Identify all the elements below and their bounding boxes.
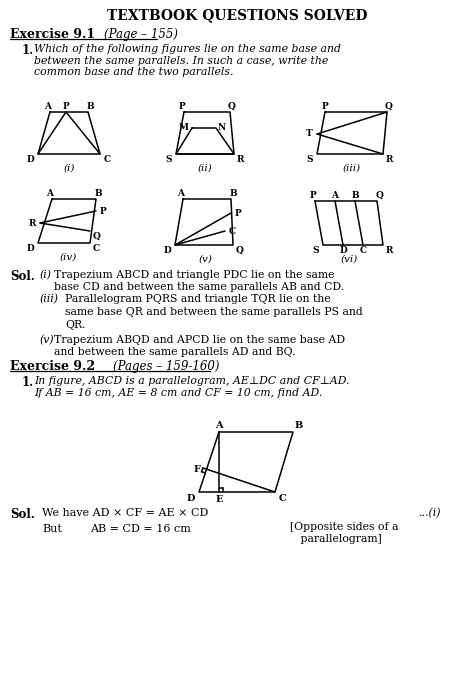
Text: We have AD × CF = AE × CD: We have AD × CF = AE × CD <box>42 508 209 518</box>
Text: F: F <box>193 464 201 474</box>
Text: 1.: 1. <box>22 376 34 389</box>
Text: P: P <box>63 102 69 111</box>
Text: Q: Q <box>236 246 244 255</box>
Text: (Page – 155): (Page – 155) <box>104 28 178 41</box>
Text: (iii): (iii) <box>40 294 59 304</box>
Text: C: C <box>229 228 236 237</box>
Text: B: B <box>351 191 359 200</box>
Text: P: P <box>322 102 328 111</box>
Text: (v): (v) <box>40 335 55 345</box>
Text: R: R <box>386 246 393 255</box>
Text: S: S <box>312 246 319 255</box>
Text: 1.: 1. <box>22 44 34 57</box>
Text: N: N <box>218 124 226 133</box>
Text: Sol.: Sol. <box>10 270 35 283</box>
Text: T: T <box>306 129 313 138</box>
Text: C: C <box>104 155 111 164</box>
Text: B: B <box>94 189 102 198</box>
Text: Q: Q <box>93 232 101 241</box>
Text: QR.: QR. <box>65 320 85 330</box>
Text: Q: Q <box>376 191 384 200</box>
Text: P: P <box>235 208 242 217</box>
Text: S: S <box>307 155 313 164</box>
Text: ...(i): ...(i) <box>418 508 440 518</box>
Text: (ii): (ii) <box>198 164 212 173</box>
Text: (vi): (vi) <box>340 255 357 264</box>
Text: Exercise 9.2: Exercise 9.2 <box>10 360 95 373</box>
Text: Q: Q <box>385 102 393 111</box>
Text: M: M <box>179 124 189 133</box>
Text: A: A <box>46 189 54 198</box>
Text: S: S <box>165 155 172 164</box>
Text: Which of the following figures lie on the same base and
between the same paralle: Which of the following figures lie on th… <box>34 44 341 77</box>
Text: (iii): (iii) <box>343 164 361 173</box>
Text: (Pages – 159-160): (Pages – 159-160) <box>113 360 219 373</box>
Text: A: A <box>331 191 338 200</box>
Text: A: A <box>177 189 184 198</box>
Text: D: D <box>26 155 34 164</box>
Text: C: C <box>359 246 366 255</box>
Text: (v): (v) <box>198 255 212 264</box>
Text: A: A <box>45 102 52 111</box>
Text: B: B <box>229 189 237 198</box>
Text: But: But <box>42 524 62 534</box>
Text: D: D <box>163 246 171 255</box>
Text: Sol.: Sol. <box>10 508 35 521</box>
Text: R: R <box>28 219 36 228</box>
Text: D: D <box>26 244 34 253</box>
Text: B: B <box>86 102 94 111</box>
Text: A: A <box>215 421 223 430</box>
Text: Trapezium ABQD and APCD lie on the same base AD
and between the same parallels A: Trapezium ABQD and APCD lie on the same … <box>54 335 345 356</box>
Text: Parallelogram PQRS and triangle TQR lie on the: Parallelogram PQRS and triangle TQR lie … <box>65 294 331 304</box>
Text: C: C <box>279 494 287 503</box>
Text: E: E <box>215 495 223 504</box>
Text: Exercise 9.1: Exercise 9.1 <box>10 28 95 41</box>
Text: (i): (i) <box>64 164 75 173</box>
Text: Trapezium ABCD and triangle PDC lie on the same
base CD and between the same par: Trapezium ABCD and triangle PDC lie on t… <box>54 270 344 292</box>
Text: [Opposite sides of a
   parallelogram]: [Opposite sides of a parallelogram] <box>290 522 399 544</box>
Text: (iv): (iv) <box>59 253 77 262</box>
Text: P: P <box>310 191 316 200</box>
Text: D: D <box>339 246 347 255</box>
Text: D: D <box>187 494 195 503</box>
Text: TEXTBOOK QUESTIONS SOLVED: TEXTBOOK QUESTIONS SOLVED <box>107 8 367 22</box>
Text: AB = CD = 16 cm: AB = CD = 16 cm <box>90 524 191 534</box>
Text: R: R <box>237 155 245 164</box>
Text: In figure, ABCD is a parallelogram, AE⊥DC and CF⊥AD.
If AB = 16 cm, AE = 8 cm an: In figure, ABCD is a parallelogram, AE⊥D… <box>34 376 350 398</box>
Text: B: B <box>295 421 303 430</box>
Text: C: C <box>93 244 100 253</box>
Text: R: R <box>386 155 393 164</box>
Text: P: P <box>100 206 107 215</box>
Text: Q: Q <box>228 102 236 111</box>
Text: same base QR and between the same parallels PS and: same base QR and between the same parall… <box>65 307 363 317</box>
Text: P: P <box>179 102 185 111</box>
Text: (i): (i) <box>40 270 52 280</box>
